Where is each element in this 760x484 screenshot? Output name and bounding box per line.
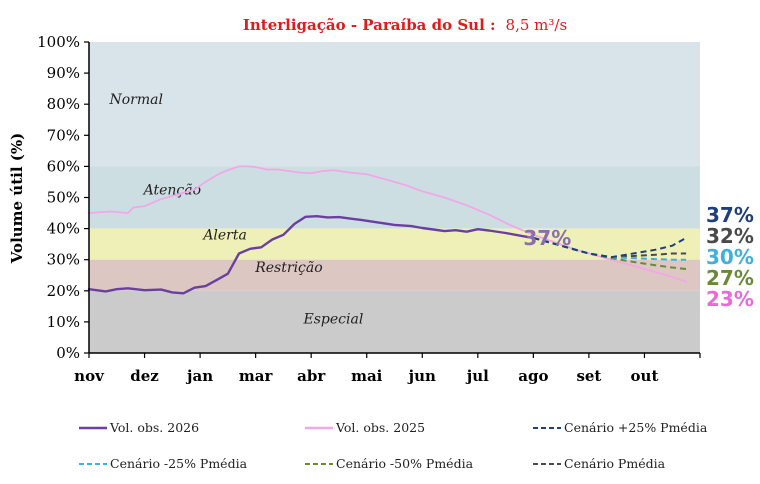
x-tick-label: jul	[465, 367, 489, 385]
x-tick-label: out	[631, 367, 659, 385]
x-tick-label: ago	[518, 367, 548, 385]
scenario-end-label: 37%	[706, 203, 754, 227]
zone-labels: Normal Atenção Alerta Restrição Especial	[108, 92, 363, 327]
legend-label: Cenário Pmédia	[564, 456, 666, 471]
y-tick-label: 10%	[47, 313, 80, 331]
legend-label: Cenário -50% Pmédia	[336, 456, 474, 471]
y-tick-label: 50%	[47, 189, 80, 207]
legend: Vol. obs. 2026 Vol. obs. 2025 Cenário +25%…	[79, 420, 708, 471]
x-tick-label: nov	[74, 367, 105, 385]
series-line-2	[533, 236, 687, 259]
x-tick-label: mai	[351, 367, 383, 385]
zone-label-normal: Normal	[108, 92, 162, 108]
zone-bands	[89, 42, 700, 353]
zone-band-normal	[89, 42, 700, 167]
y-tick-label: 30%	[47, 251, 80, 269]
scenario-end-label: 32%	[706, 224, 754, 248]
y-tick-label: 40%	[47, 220, 80, 238]
x-tick-label: mar	[239, 367, 274, 385]
y-tick-label: 70%	[47, 126, 80, 144]
x-tick-label: jan	[185, 367, 213, 385]
zone-label-especial: Especial	[303, 311, 364, 327]
y-tick-label: 0%	[56, 344, 80, 362]
scenario-end-label: 30%	[706, 245, 754, 269]
zone-band-restrição	[89, 259, 700, 291]
legend-label: Cenário -25% Pmédia	[110, 456, 248, 471]
y-tick-label: 60%	[47, 157, 80, 175]
x-tick-label: jun	[407, 367, 436, 385]
chart-title-text: Interligação - Paraíba do Sul :	[243, 16, 496, 34]
scenario-end-label: 23%	[706, 287, 754, 311]
x-tick-label: abr	[297, 367, 326, 385]
y-axis-label: Volume útil (%)	[8, 133, 26, 264]
current-value-label: 37%	[523, 226, 571, 250]
scenario-end-label: 27%	[706, 266, 754, 290]
zone-label-alerta: Alerta	[201, 227, 247, 243]
y-tick-label: 100%	[37, 33, 80, 51]
legend-label: Cenário +25% Pmédia	[564, 420, 708, 435]
axes: 0% 10% 20% 30% 40% 50% 60% 70% 80% 90% 100% nov dez j…	[37, 33, 701, 385]
zone-band-especial	[89, 290, 700, 353]
annotations-layer: 37%37%32%30%27%23%	[523, 203, 754, 311]
zone-label-atenção: Atenção	[142, 182, 201, 198]
zone-band-atenção	[89, 166, 700, 229]
y-tick-label: 90%	[47, 64, 80, 82]
x-tick-label: set	[576, 367, 601, 385]
zone-label-restrição: Restrição	[254, 260, 322, 276]
chart-title-value: 8,5 m³/s	[506, 16, 568, 34]
series-line-0	[87, 214, 535, 295]
zone-band-alerta	[89, 228, 700, 260]
chart-title: Interligação - Paraíba do Sul : 8,5 m³/s	[243, 16, 567, 34]
legend-label: Vol. obs. 2026	[109, 420, 199, 435]
legend-label: Vol. obs. 2025	[335, 420, 425, 435]
y-tick-label: 20%	[47, 282, 80, 300]
series-layer	[87, 165, 687, 295]
series-line-1	[88, 165, 687, 283]
y-tick-label: 80%	[47, 95, 80, 113]
x-tick-label: dez	[130, 367, 159, 385]
